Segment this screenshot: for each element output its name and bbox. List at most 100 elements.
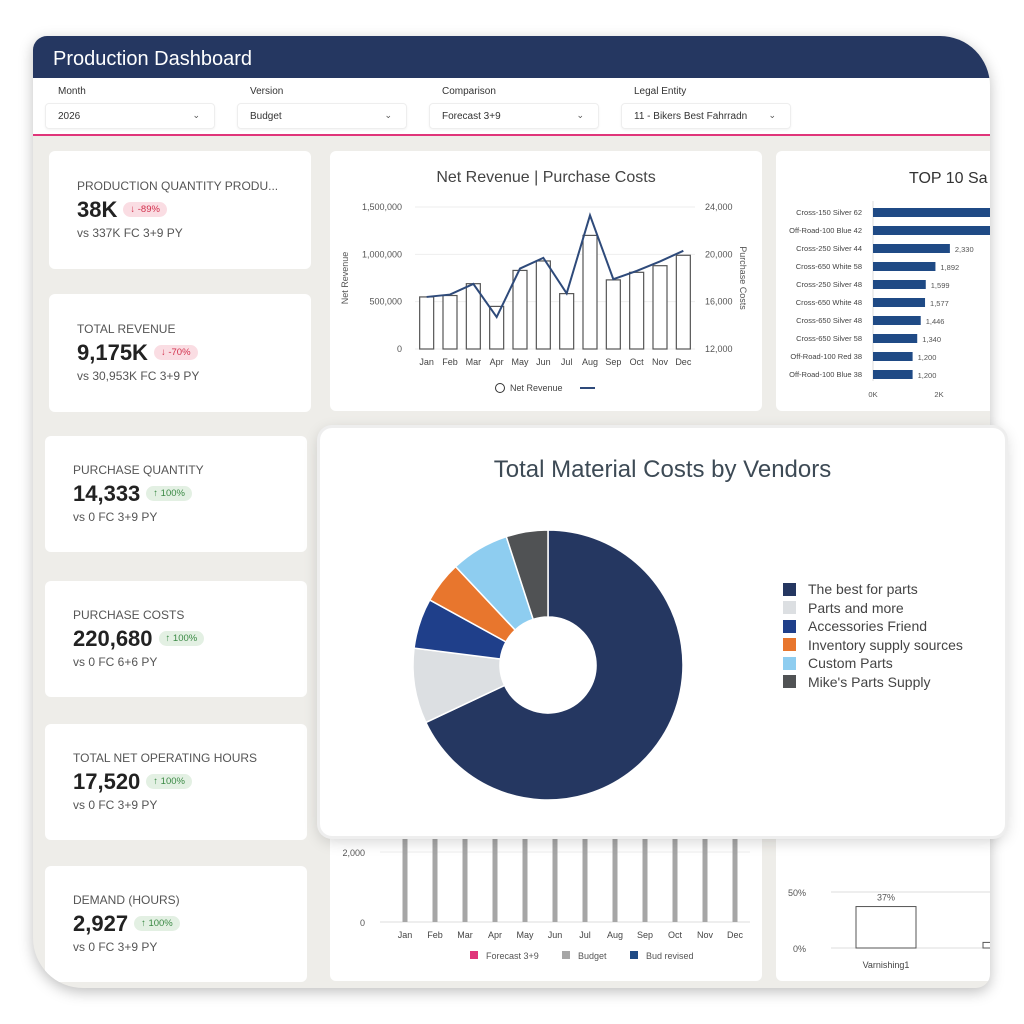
kpi-comparison: vs 30,953K FC 3+9 PY xyxy=(77,369,200,383)
y-tick-label: 1,000,000 xyxy=(362,249,402,259)
category-label: Cross-650 White 48 xyxy=(796,298,862,307)
bar xyxy=(873,316,921,325)
filter-label: Comparison xyxy=(442,86,496,97)
x-tick-label: Jun xyxy=(548,930,563,940)
kpi-delta-badge: ↑ 100% xyxy=(146,774,192,789)
kpi-card: PURCHASE COSTS 220,680 ↑ 100% vs 0 FC 6+6 P… xyxy=(45,581,307,697)
legend-marker xyxy=(495,383,505,393)
category-label: Cross-650 Silver 58 xyxy=(796,334,862,343)
filter-month: Month 2026 ⌄ xyxy=(45,86,215,134)
y2-tick-label: 24,000 xyxy=(705,202,733,212)
donut-chart xyxy=(412,529,684,801)
legend-item: Parts and more xyxy=(783,599,963,618)
month-select[interactable]: 2026 ⌄ xyxy=(45,103,215,129)
x-tick-label: Aug xyxy=(607,930,623,940)
chart-title: Net Revenue | Purchase Costs xyxy=(436,169,655,186)
x-tick-label: Oct xyxy=(668,930,683,940)
bar xyxy=(873,280,926,289)
legend-label: Net Revenue xyxy=(510,383,563,393)
legend-swatch xyxy=(783,675,796,689)
bar xyxy=(559,293,575,350)
x-tick-label: Dec xyxy=(675,357,692,367)
bar xyxy=(462,826,468,922)
bar xyxy=(855,906,917,949)
legend-label: Custom Parts xyxy=(808,655,893,672)
select-value: Budget xyxy=(250,111,282,122)
kpi-comparison: vs 0 FC 6+6 PY xyxy=(73,655,158,669)
bar xyxy=(873,334,918,343)
kpi-comparison: vs 0 FC 3+9 PY xyxy=(73,940,158,954)
chevron-down-icon: ⌄ xyxy=(384,110,392,120)
legend-item: Accessories Friend xyxy=(783,617,963,636)
kpi-title: TOTAL NET OPERATING HOURS xyxy=(73,751,258,765)
bar xyxy=(522,826,528,922)
bar xyxy=(873,244,950,253)
legal-entity-select[interactable]: 11 - Bikers Best Fahrradn ⌄ xyxy=(621,103,791,129)
bar xyxy=(642,826,648,922)
monthly-budget-chart: 0 2,000 Jan Feb Mar Apr May Jun Jul Aug Sep Oct Nov D… xyxy=(342,826,750,961)
top10-chart: TOP 10 Sa Cross-150 Silver 62 Off-Road-100… xyxy=(789,170,990,399)
kpi-comparison: vs 337K FC 3+9 PY xyxy=(77,226,183,240)
x-tick-label: Dec xyxy=(727,930,744,940)
kpi-card: TOTAL REVENUE 9,175K ↓ -70% vs 30,953K FC 3… xyxy=(49,294,311,412)
legend-label: Accessories Friend xyxy=(808,618,928,635)
bar xyxy=(442,294,458,350)
bar xyxy=(873,262,936,271)
y2-tick-label: 16,000 xyxy=(705,297,733,307)
kpi-value: 220,680 xyxy=(73,626,153,651)
legend-swatch xyxy=(562,951,570,959)
x-tick-label: Jun xyxy=(536,357,551,367)
bar xyxy=(652,265,668,350)
bar xyxy=(982,941,990,949)
legend-swatch xyxy=(783,582,796,596)
x-tick-label: Nov xyxy=(652,357,669,367)
x-tick-label: May xyxy=(516,930,534,940)
x-tick-label: Feb xyxy=(427,930,443,940)
kpi-title: TOTAL REVENUE xyxy=(77,322,176,336)
select-value: Forecast 3+9 xyxy=(442,111,501,122)
donut-title: Total Material Costs by Vendors xyxy=(493,456,832,483)
y-axis-label: Net Revenue xyxy=(340,252,350,305)
version-select[interactable]: Budget ⌄ xyxy=(237,103,407,129)
bar xyxy=(873,298,926,307)
x-tick-label: May xyxy=(511,357,529,367)
legend-item: Inventory supply sources xyxy=(783,636,963,655)
bar xyxy=(582,234,598,350)
x-tick-label: Oct xyxy=(630,357,645,367)
select-value: 2026 xyxy=(58,111,81,122)
kpi-comparison: vs 0 FC 3+9 PY xyxy=(73,510,158,524)
x-tick-label: Feb xyxy=(442,357,458,367)
x-tick-label: Sep xyxy=(605,357,621,367)
bar xyxy=(702,826,708,922)
kpi-value: 17,520 xyxy=(73,769,141,794)
bar xyxy=(582,826,588,922)
category-label: Cross-650 Silver 48 xyxy=(796,316,862,325)
chart-title: TOP 10 Sa xyxy=(909,170,988,187)
kpi-card: PURCHASE QUANTITY 14,333 ↑ 100% vs 0 FC 3+9… xyxy=(45,436,307,552)
monthly-budget-card: 0 2,000 Jan Feb Mar Apr May Jun Jul Aug Sep Oct Nov D… xyxy=(330,826,762,981)
data-label: 1,446 xyxy=(926,317,945,326)
category-label: Off-Road-100 Blue 42 xyxy=(789,226,862,235)
kpi-value: 38K xyxy=(77,197,118,222)
category-label: Cross-250 Silver 44 xyxy=(796,244,862,253)
filter-bar: Month 2026 ⌄ Version Budget ⌄ Comparison Fore… xyxy=(33,78,990,136)
legend-item: The best for parts xyxy=(783,580,963,599)
comparison-select[interactable]: Forecast 3+9 ⌄ xyxy=(429,103,599,129)
filter-label: Month xyxy=(58,86,86,97)
x-tick-label: Jul xyxy=(561,357,573,367)
page-title: Production Dashboard xyxy=(33,36,990,78)
bar xyxy=(552,826,558,922)
kpi-title: PRODUCTION QUANTITY PRODU... xyxy=(77,179,279,193)
filter-label: Legal Entity xyxy=(634,86,687,97)
x-tick-label: Sep xyxy=(637,930,653,940)
chevron-down-icon: ⌄ xyxy=(768,110,776,120)
legend-swatch xyxy=(783,601,796,615)
bar xyxy=(535,260,551,350)
bar xyxy=(432,826,438,922)
x-tick-label: 2K xyxy=(934,390,943,399)
material-costs-card: Total Material Costs by Vendors The best… xyxy=(320,428,1005,836)
category-label: Off-Road-100 Red 38 xyxy=(790,352,862,361)
legend-item: Custom Parts xyxy=(783,654,963,673)
x-tick-label: Nov xyxy=(697,930,714,940)
category-label: Off-Road-100 Blue 38 xyxy=(789,370,862,379)
